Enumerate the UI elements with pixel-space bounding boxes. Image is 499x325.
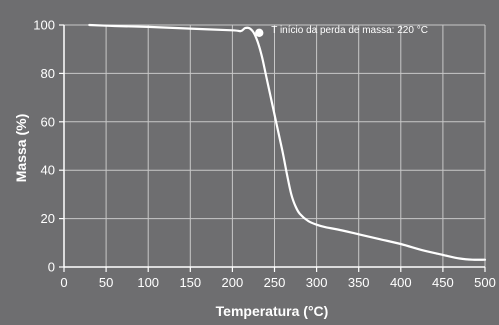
y-tick-label: 40 <box>41 163 55 178</box>
series-layer <box>88 23 487 261</box>
annotation-layer: T início da perda de massa: 220 °C <box>255 25 428 38</box>
y-tick-label: 0 <box>48 260 55 275</box>
y-tick-label: 100 <box>33 18 55 33</box>
x-tick-label: 350 <box>348 275 370 290</box>
y-tick-label: 20 <box>41 211 55 226</box>
annotation-marker <box>255 28 264 38</box>
x-tick-label: 500 <box>474 275 496 290</box>
grid-layer <box>63 24 486 268</box>
x-tick-label: 150 <box>179 275 201 290</box>
x-tick-label: 200 <box>222 275 244 290</box>
x-tick-label: 300 <box>306 275 328 290</box>
x-tick-label: 450 <box>432 275 454 290</box>
x-tick-label: 0 <box>60 275 67 290</box>
y-axis-title: Massa (%) <box>13 114 29 182</box>
x-axis-title: Temperatura (°C) <box>216 303 329 319</box>
y-tick-label: 60 <box>41 114 55 129</box>
series-line <box>88 23 487 261</box>
axes-layer: 0 50 100 150 200 250 300 350 400 450 500 0 20 40 60 80 1… <box>33 18 496 291</box>
x-tick-label: 400 <box>390 275 412 290</box>
annotation-label: T início da perda de massa: 220 °C <box>271 25 428 36</box>
label-layer: Temperatura (°C) Massa (%) <box>13 114 328 319</box>
x-tick-label: 50 <box>99 275 113 290</box>
y-tick-label: 80 <box>41 66 55 81</box>
x-tick-label: 250 <box>264 275 286 290</box>
x-tick-label: 100 <box>137 275 159 290</box>
